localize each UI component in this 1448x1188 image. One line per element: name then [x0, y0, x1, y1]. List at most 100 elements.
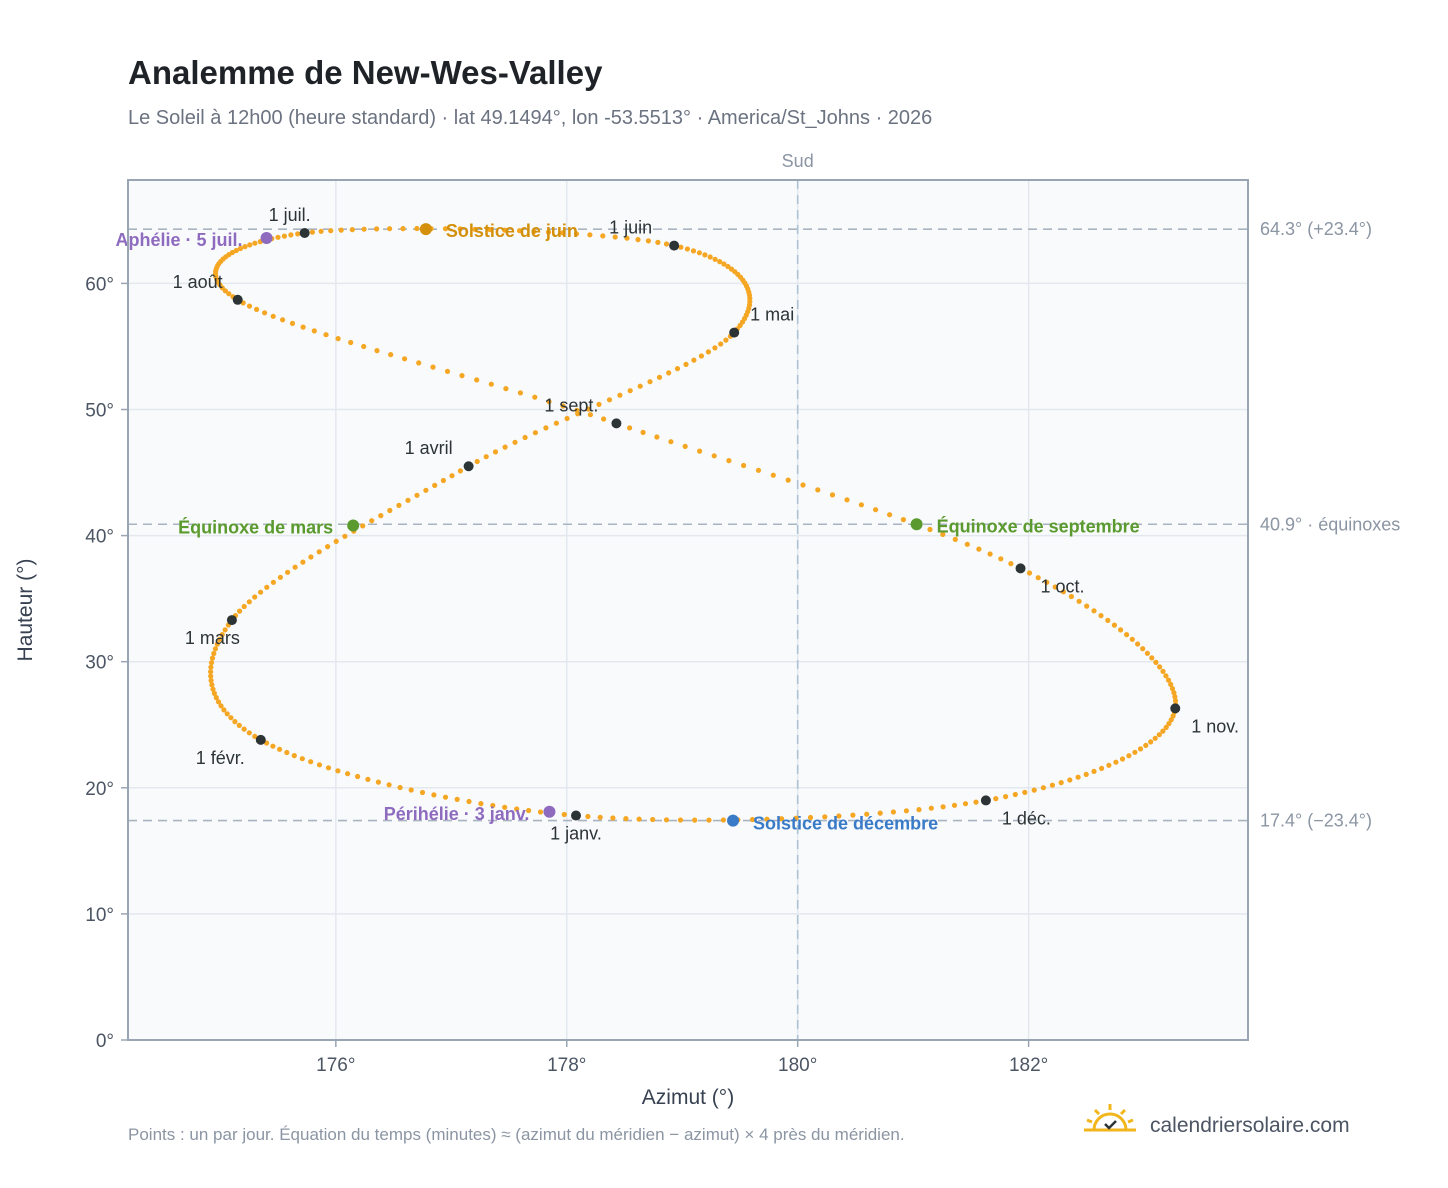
- day-point: [211, 690, 217, 697]
- day-point: [650, 816, 656, 823]
- day-point: [212, 646, 218, 652]
- day-point: [1003, 794, 1009, 800]
- day-point: [560, 403, 566, 409]
- y-tick-label: 40°: [85, 527, 114, 548]
- day-point: [387, 507, 393, 514]
- day-point: [1119, 756, 1126, 762]
- day-point: [1068, 593, 1074, 600]
- day-point: [517, 390, 524, 396]
- day-point: [858, 502, 865, 508]
- day-point: [1049, 782, 1055, 788]
- day-point: [850, 812, 856, 818]
- day-point: [712, 256, 718, 262]
- day-point: [233, 247, 239, 254]
- day-point: [309, 229, 315, 235]
- day-point: [585, 813, 591, 820]
- day-point: [242, 244, 248, 250]
- reference-label: 17.4° (−23.4°): [1260, 811, 1372, 831]
- day-point: [1148, 739, 1154, 745]
- month-markers: 1 janv. 1 févr. 1 mars 1 avril 1 mai 1 juin 1 …: [173, 205, 1239, 844]
- day-point: [627, 388, 633, 394]
- chart-subtitle: Le Soleil à 12h00 (heure standard) · lat…: [128, 107, 932, 129]
- day-point: [228, 715, 234, 721]
- day-point: [574, 407, 580, 413]
- day-point: [1083, 771, 1089, 778]
- day-point: [864, 811, 870, 817]
- y-tick-label: 10°: [85, 905, 114, 926]
- day-point: [927, 526, 933, 533]
- day-point: [241, 603, 247, 610]
- event-markers: Solstice de juin Aphélie · 5 juil. Équinox…: [116, 221, 1140, 833]
- day-point: [1026, 570, 1033, 576]
- day-point: [726, 458, 732, 464]
- month-marker: [463, 461, 474, 472]
- day-point: [1171, 690, 1177, 696]
- event-marker: [419, 223, 432, 236]
- day-point: [640, 429, 646, 435]
- day-point: [300, 559, 306, 565]
- day-point: [210, 686, 216, 692]
- day-point: [432, 482, 438, 488]
- plot-frame: [127, 179, 1249, 1041]
- day-point: [647, 379, 653, 385]
- day-point: [623, 816, 629, 822]
- day-point: [488, 381, 494, 387]
- day-point: [454, 796, 460, 803]
- day-point: [1135, 641, 1141, 647]
- y-axis-title: Hauteur (°): [14, 559, 37, 662]
- day-point: [345, 771, 351, 777]
- day-point: [822, 814, 828, 820]
- day-point: [226, 291, 232, 297]
- y-tick-label: 30°: [85, 653, 114, 674]
- day-point: [543, 425, 549, 431]
- day-point: [1169, 686, 1176, 692]
- day-point: [457, 226, 463, 232]
- day-point: [656, 374, 663, 380]
- month-marker: [1170, 703, 1181, 714]
- month-label: 1 juil.: [269, 205, 311, 225]
- day-point: [1113, 759, 1119, 765]
- day-point: [951, 802, 958, 808]
- day-point: [546, 399, 552, 405]
- day-point: [702, 252, 708, 258]
- day-point: [221, 707, 227, 713]
- day-point: [610, 815, 616, 821]
- day-point: [419, 789, 426, 796]
- day-point: [483, 454, 489, 460]
- day-point: [829, 492, 836, 498]
- event-label: Aphélie · 5 juil.: [116, 230, 243, 250]
- day-point: [405, 497, 411, 503]
- day-point: [560, 230, 566, 236]
- day-point: [270, 743, 276, 749]
- day-point: [349, 227, 355, 233]
- day-point: [502, 227, 508, 233]
- day-point: [246, 730, 252, 736]
- day-point: [1168, 717, 1174, 723]
- day-point: [472, 226, 478, 232]
- day-point: [770, 472, 776, 478]
- day-point: [277, 574, 283, 580]
- day-point: [1172, 698, 1179, 704]
- month-label: 1 nov.: [1191, 716, 1239, 736]
- event-marker: [727, 814, 740, 827]
- day-point: [209, 682, 215, 688]
- month-marker: [980, 795, 991, 806]
- day-point: [1099, 765, 1105, 772]
- day-point: [1149, 655, 1155, 661]
- day-point: [741, 462, 747, 469]
- event-marker: [910, 518, 923, 531]
- day-point: [335, 768, 341, 774]
- day-point: [457, 468, 463, 474]
- day-point: [387, 226, 393, 232]
- day-point: [474, 458, 480, 465]
- day-point: [1124, 632, 1130, 638]
- event-label: Équinoxe de mars: [178, 517, 333, 538]
- day-point: [793, 815, 799, 821]
- day-point: [1126, 753, 1132, 759]
- day-point: [355, 773, 361, 780]
- reference-label: 40.9° · équinoxes: [1260, 514, 1400, 534]
- day-point: [208, 660, 215, 666]
- y-tick-label: 20°: [85, 779, 114, 800]
- day-point: [873, 507, 879, 513]
- month-label: 1 avril: [405, 438, 453, 458]
